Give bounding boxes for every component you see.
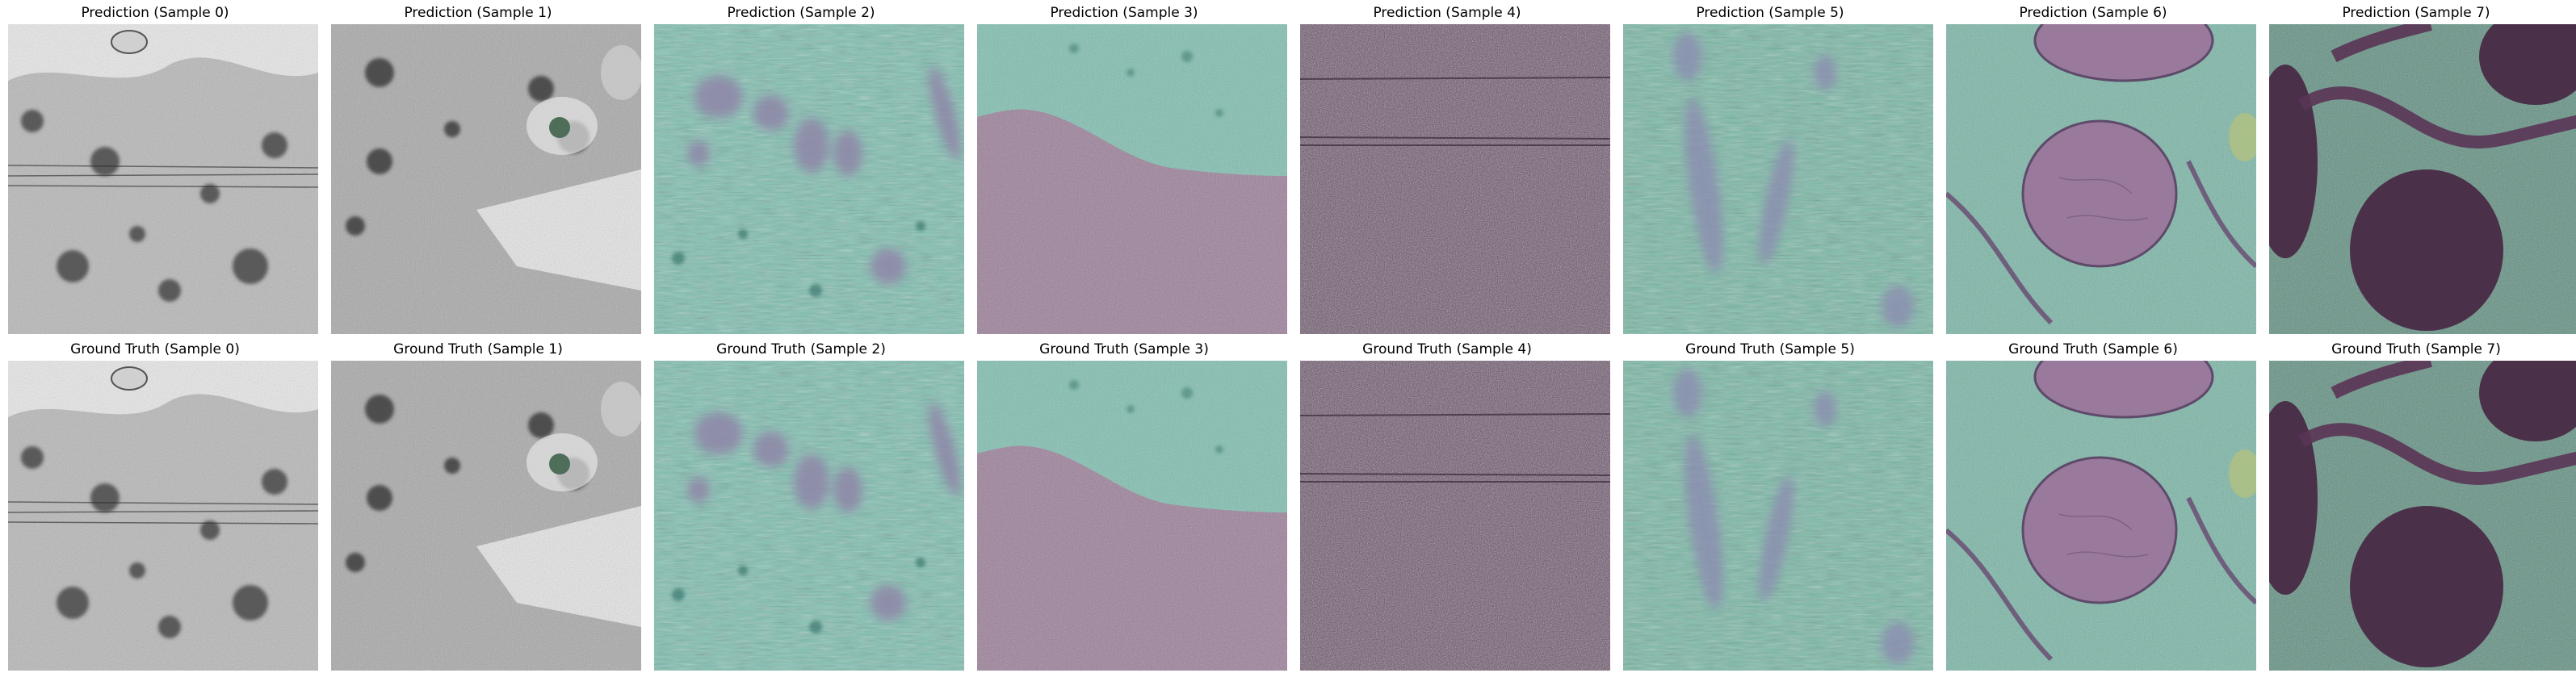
panel-title: Prediction (Sample 6) — [2019, 5, 2167, 21]
segmentation-overlay-image — [2269, 24, 2576, 334]
prediction-panel: Prediction (Sample 1) — [323, 0, 641, 336]
prediction-row: Prediction (Sample 0) — [0, 0, 2576, 336]
panel-title: Prediction (Sample 3) — [1050, 5, 1198, 21]
ground-truth-panel: Ground Truth (Sample 1) — [323, 336, 641, 673]
panel-title: Ground Truth (Sample 5) — [1685, 341, 1855, 357]
ground-truth-row: Ground Truth (Sample 0) — [0, 336, 2576, 673]
segmentation-overlay-image — [654, 24, 964, 334]
ground-truth-panel: Ground Truth (Sample 3) — [969, 336, 1287, 673]
panel-title: Ground Truth (Sample 2) — [716, 341, 886, 357]
ground-truth-panel: Ground Truth (Sample 4) — [1292, 336, 1610, 673]
prediction-panel: Prediction (Sample 2) — [646, 0, 964, 336]
segmentation-overlay-image — [1623, 24, 1933, 334]
ground-truth-panel: Ground Truth (Sample 0) — [0, 336, 318, 673]
panel-title: Prediction (Sample 4) — [1373, 5, 1521, 21]
segmentation-overlay-image — [977, 24, 1287, 334]
panel-title: Prediction (Sample 1) — [404, 5, 552, 21]
segmentation-overlay-image — [1946, 361, 2256, 671]
segmentation-overlay-image — [1623, 361, 1933, 671]
prediction-panel: Prediction (Sample 6) — [1938, 0, 2256, 336]
panel-title: Ground Truth (Sample 1) — [393, 341, 563, 357]
ground-truth-panel: Ground Truth (Sample 6) — [1938, 336, 2256, 673]
segmentation-overlay-image — [2269, 361, 2576, 671]
segmentation-overlay-image — [977, 361, 1287, 671]
panel-title: Prediction (Sample 0) — [81, 5, 229, 21]
segmentation-overlay-image — [8, 361, 318, 671]
panel-title: Prediction (Sample 7) — [2342, 5, 2490, 21]
segmentation-overlay-image — [8, 24, 318, 334]
panel-title: Ground Truth (Sample 6) — [2008, 341, 2178, 357]
prediction-panel: Prediction (Sample 4) — [1292, 0, 1610, 336]
panel-title: Ground Truth (Sample 4) — [1362, 341, 1532, 357]
segmentation-overlay-image — [331, 361, 641, 671]
prediction-panel: Prediction (Sample 7) — [2261, 0, 2576, 336]
segmentation-overlay-image — [1946, 24, 2256, 334]
segmentation-overlay-image — [654, 361, 964, 671]
prediction-panel: Prediction (Sample 3) — [969, 0, 1287, 336]
ground-truth-panel: Ground Truth (Sample 2) — [646, 336, 964, 673]
panel-title: Ground Truth (Sample 0) — [70, 341, 240, 357]
segmentation-overlay-image — [1300, 24, 1610, 334]
ground-truth-panel: Ground Truth (Sample 7) — [2261, 336, 2576, 673]
panel-title: Ground Truth (Sample 7) — [2331, 341, 2501, 357]
segmentation-overlay-image — [1300, 361, 1610, 671]
segmentation-overlay-image — [331, 24, 641, 334]
panel-title: Ground Truth (Sample 3) — [1039, 341, 1209, 357]
panel-title: Prediction (Sample 5) — [1696, 5, 1844, 21]
panel-title: Prediction (Sample 2) — [727, 5, 875, 21]
prediction-panel: Prediction (Sample 0) — [0, 0, 318, 336]
prediction-panel: Prediction (Sample 5) — [1615, 0, 1933, 336]
ground-truth-panel: Ground Truth (Sample 5) — [1615, 336, 1933, 673]
